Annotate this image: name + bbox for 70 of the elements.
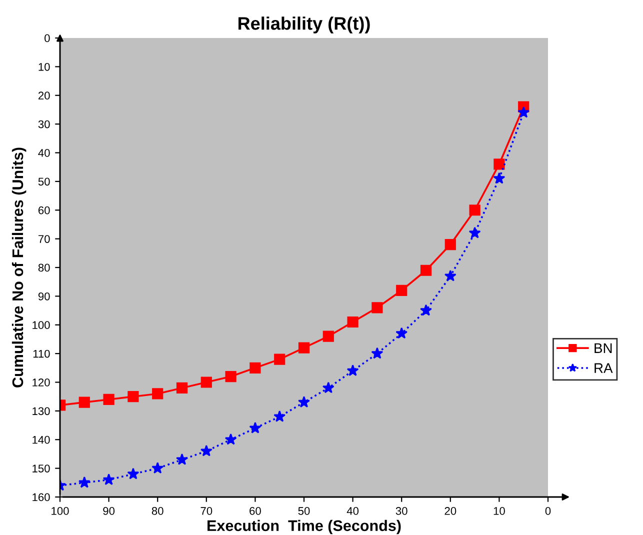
y-tick-label: 160: [32, 493, 50, 502]
point: [396, 284, 408, 296]
point: [322, 382, 334, 394]
point: [298, 396, 310, 408]
y-axis-title: Cumulative No of Failures (Units): [12, 148, 26, 388]
point: [444, 238, 456, 250]
point: [200, 376, 212, 388]
point: [249, 422, 262, 434]
x-tick-label: 50: [298, 507, 310, 515]
point: [420, 264, 432, 276]
point: [102, 474, 115, 485]
y-tick-label: 0: [44, 34, 50, 42]
point: [371, 347, 384, 359]
y-tick-label: 80: [38, 264, 50, 272]
point: [420, 304, 432, 316]
point: [396, 327, 408, 339]
x-axis-title: Execution Time (Seconds): [208, 520, 401, 534]
y-tick-label: 10: [38, 62, 50, 71]
point: [372, 302, 383, 314]
point: [444, 270, 456, 282]
y-tick-label: 100: [32, 321, 50, 330]
point: [346, 364, 359, 376]
point: [176, 382, 188, 394]
point: [128, 391, 139, 402]
y-tick-label: 90: [38, 292, 50, 300]
x-tick-label: 80: [152, 507, 164, 515]
point: [152, 462, 164, 474]
point: [274, 410, 286, 422]
x-tick-label: 30: [396, 507, 408, 515]
x-tick-label: 10: [494, 507, 505, 515]
x-tick-label: 20: [444, 507, 456, 515]
point: [225, 370, 236, 382]
x-tick-label: 100: [52, 507, 69, 515]
point: [347, 316, 358, 328]
legend-label: RA: [594, 363, 613, 373]
y-tick-label: 70: [38, 235, 50, 243]
point: [224, 433, 237, 445]
point: [78, 476, 90, 488]
y-tick-label: 120: [32, 378, 50, 386]
x-tick-label: 40: [346, 507, 359, 515]
y-tick-label: 130: [32, 407, 50, 416]
point: [468, 226, 481, 238]
y-tick-label: 40: [38, 149, 50, 157]
point: [518, 106, 530, 118]
chart-title: Reliability (R(t)): [238, 16, 370, 34]
point: [152, 388, 164, 400]
point: [298, 342, 310, 354]
y-tick-label: 110: [33, 350, 50, 358]
x-tick-label: 90: [103, 507, 115, 515]
y-tick-label: 50: [38, 178, 50, 186]
point: [274, 354, 286, 365]
y-tick-label: 60: [38, 206, 50, 214]
legend-label: BN: [594, 343, 612, 353]
x-tick-label: 0: [545, 507, 551, 515]
y-tick-label: 150: [32, 464, 50, 472]
point: [176, 453, 188, 465]
point: [127, 468, 140, 480]
y-tick-label: 140: [32, 436, 50, 444]
x-tick-label: 70: [200, 507, 212, 515]
point: [322, 330, 334, 342]
x-tick-label: 60: [250, 507, 261, 515]
point: [103, 394, 114, 406]
y-tick-label: 30: [38, 120, 50, 128]
point: [200, 444, 212, 456]
point: [78, 396, 90, 408]
point: [493, 172, 506, 184]
point: [469, 204, 480, 216]
point: [250, 362, 261, 374]
point: [494, 158, 505, 170]
y-tick-label: 20: [38, 92, 50, 100]
